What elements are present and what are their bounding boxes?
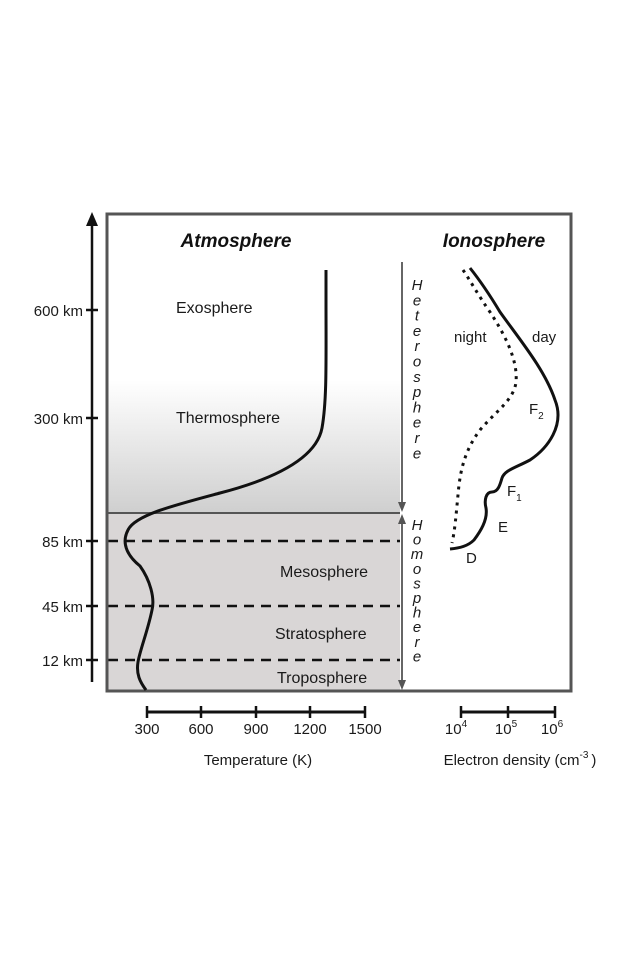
ionosphere-night-curve: [450, 269, 518, 544]
day-curve-label: day: [532, 329, 557, 346]
altitude-tick-300: 300 km: [34, 411, 83, 428]
temperature-axis: 300 600 900 1200 1500 Temperature (K): [134, 706, 382, 769]
density-tick-1e5-exp: 5: [512, 719, 518, 730]
density-label-exp: -3: [579, 750, 588, 761]
atmosphere-heading: Atmosphere: [180, 231, 292, 252]
f1-label-base: F: [507, 483, 516, 500]
altitude-tick-12: 12 km: [42, 653, 83, 670]
d-layer-label: D: [466, 550, 477, 567]
thermosphere-gradient: [108, 380, 400, 513]
homosphere-arrow: [398, 514, 406, 690]
temperature-tick-600: 600: [188, 721, 213, 738]
f1-layer-label: F1: [507, 483, 522, 504]
temperature-tick-1500: 1500: [348, 721, 381, 738]
density-label-end: ): [591, 752, 596, 769]
density-tick-1e5: 105: [495, 719, 518, 738]
f2-label-sub: 2: [538, 411, 544, 422]
f2-layer-label: F2: [529, 401, 544, 422]
heterosphere-arrow: [398, 262, 406, 512]
altitude-tick-85: 85 km: [42, 534, 83, 551]
density-tick-1e4-base: 10: [445, 721, 462, 738]
layer-label-thermosphere: Thermosphere: [176, 410, 280, 427]
layer-label-troposphere: Troposphere: [277, 670, 367, 687]
density-label-main: Electron density (cm: [444, 752, 580, 769]
altitude-axis: 600 km 300 km 85 km 45 km 12 km: [34, 212, 98, 682]
f2-label-base: F: [529, 401, 538, 418]
density-tick-1e5-base: 10: [495, 721, 512, 738]
layer-label-mesosphere: Mesosphere: [280, 564, 368, 581]
density-tick-1e6-exp: 6: [558, 719, 564, 730]
density-tick-1e4: 104: [445, 719, 468, 738]
night-curve-label: night: [454, 329, 487, 346]
altitude-tick-45: 45 km: [42, 599, 83, 616]
altitude-tick-600: 600 km: [34, 303, 83, 320]
layer-label-exosphere: Exosphere: [176, 300, 253, 317]
ionosphere-day-curve: [449, 267, 560, 551]
electron-density-axis-label: Electron density (cm-3): [444, 750, 597, 769]
ionosphere-heading: Ionosphere: [443, 231, 546, 252]
electron-density-axis: 104 105 106 Electron density (cm-3): [444, 706, 597, 769]
temperature-tick-1200: 1200: [293, 721, 326, 738]
density-tick-1e6-base: 10: [541, 721, 558, 738]
layer-boundaries: [108, 539, 400, 662]
f1-label-sub: 1: [516, 493, 522, 504]
density-tick-1e4-exp: 4: [462, 719, 468, 730]
layer-label-stratosphere: Stratosphere: [275, 626, 367, 643]
temperature-tick-300: 300: [134, 721, 159, 738]
diagram-frame: [105, 212, 573, 693]
density-tick-1e6: 106: [541, 719, 564, 738]
temperature-profile-curve: [123, 270, 328, 691]
e-layer-label: E: [498, 519, 508, 536]
temperature-axis-label: Temperature (K): [204, 752, 312, 769]
temperature-tick-900: 900: [243, 721, 268, 738]
